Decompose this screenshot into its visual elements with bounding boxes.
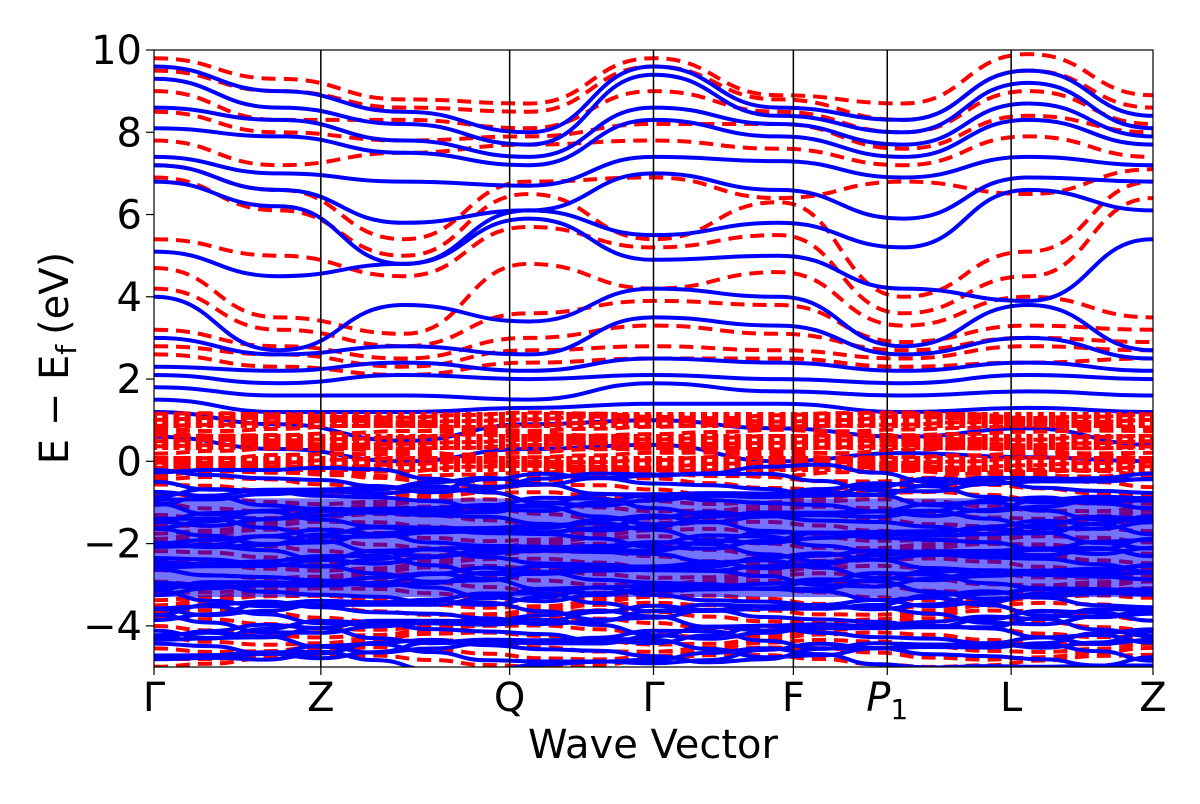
y-axis-ticks: −4 −2 0 2 4 6 8 10 bbox=[83, 28, 154, 650]
y-tick-label: 8 bbox=[117, 110, 142, 156]
y-tick-label: −4 bbox=[83, 604, 142, 650]
x-tick-label: Γ bbox=[143, 675, 166, 721]
y-tick-label: 6 bbox=[117, 193, 142, 239]
band-dashed bbox=[154, 134, 1153, 168]
x-tick-label: Γ bbox=[642, 675, 665, 721]
band-dashed-fermi bbox=[154, 423, 1153, 434]
band-dashed bbox=[154, 163, 1153, 242]
x-tick-label: Z bbox=[307, 675, 334, 721]
band-dashed-fermi bbox=[154, 450, 1153, 461]
y-tick-label: 4 bbox=[117, 275, 142, 321]
x-tick-label: P1 bbox=[866, 675, 908, 726]
y-tick-label: 2 bbox=[117, 357, 142, 403]
kpoint-lines bbox=[320, 50, 1012, 667]
band-dashed bbox=[154, 196, 1153, 316]
x-axis-ticks: Γ Z Q Γ F P1 L Z bbox=[143, 667, 1167, 726]
x-tick-label: F bbox=[782, 675, 805, 721]
y-axis-label-unit: (eV) bbox=[32, 252, 78, 335]
y-tick-label: −2 bbox=[83, 522, 142, 568]
band-dashed-fermi bbox=[154, 414, 1153, 425]
x-tick-label: Z bbox=[1139, 675, 1166, 721]
y-axis-label: E − Ef (eV) bbox=[32, 252, 83, 465]
y-axis-label-main: E − E bbox=[32, 355, 78, 465]
x-axis-label: Wave Vector bbox=[528, 722, 779, 768]
y-axis-label-sub: f bbox=[50, 344, 83, 355]
band-dashed-fermi bbox=[154, 454, 1153, 466]
x-tick-label: Q bbox=[494, 675, 525, 721]
y-tick-label: 10 bbox=[91, 28, 142, 74]
band-dashed-fermi bbox=[154, 432, 1153, 443]
band-dashed bbox=[154, 109, 1153, 151]
x-tick-label: L bbox=[1000, 675, 1023, 721]
band-dashed-fermi bbox=[154, 446, 1153, 457]
y-tick-label: 0 bbox=[117, 439, 142, 485]
